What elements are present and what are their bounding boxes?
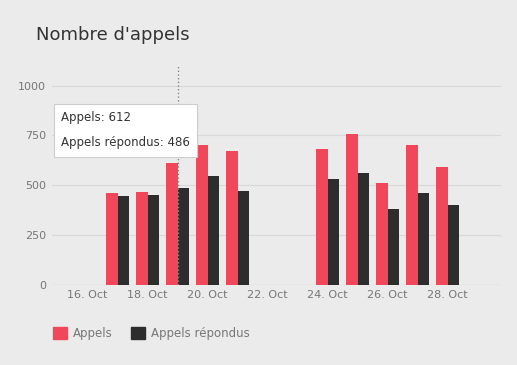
Bar <box>107 193 118 285</box>
Bar <box>388 209 399 285</box>
Legend: Appels, Appels répondus: Appels, Appels répondus <box>49 322 254 345</box>
Bar <box>346 134 358 285</box>
Bar <box>208 176 219 285</box>
Bar <box>448 205 459 285</box>
Bar <box>118 196 129 285</box>
Bar <box>166 163 178 285</box>
Text: Appels: 612
Appels répondus: 486: Appels: 612 Appels répondus: 486 <box>60 111 190 150</box>
Bar <box>226 151 238 285</box>
Bar <box>376 183 388 285</box>
Bar <box>148 195 159 285</box>
Text: Nombre d'appels: Nombre d'appels <box>36 26 190 43</box>
Bar <box>316 149 328 285</box>
Bar <box>406 145 418 285</box>
Bar <box>238 191 249 285</box>
Bar <box>178 188 189 285</box>
Bar <box>436 167 448 285</box>
Bar <box>358 173 369 285</box>
Bar <box>136 192 148 285</box>
Bar <box>418 193 429 285</box>
Bar <box>328 179 339 285</box>
Bar <box>196 145 208 285</box>
